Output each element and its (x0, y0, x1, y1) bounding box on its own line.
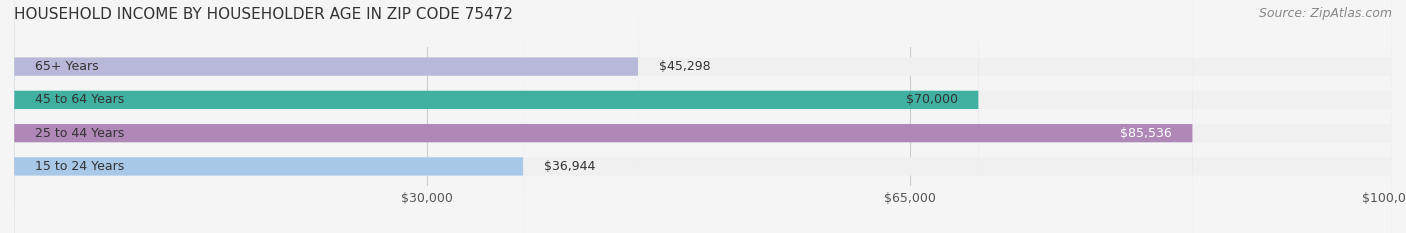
Text: HOUSEHOLD INCOME BY HOUSEHOLDER AGE IN ZIP CODE 75472: HOUSEHOLD INCOME BY HOUSEHOLDER AGE IN Z… (14, 7, 513, 22)
Text: $36,944: $36,944 (544, 160, 595, 173)
FancyBboxPatch shape (14, 0, 1392, 233)
Text: 65+ Years: 65+ Years (35, 60, 98, 73)
Text: 25 to 44 Years: 25 to 44 Years (35, 127, 124, 140)
FancyBboxPatch shape (14, 0, 1192, 233)
Text: 45 to 64 Years: 45 to 64 Years (35, 93, 124, 106)
Text: Source: ZipAtlas.com: Source: ZipAtlas.com (1258, 7, 1392, 20)
FancyBboxPatch shape (14, 0, 1392, 233)
Text: $70,000: $70,000 (905, 93, 957, 106)
FancyBboxPatch shape (14, 0, 638, 233)
FancyBboxPatch shape (14, 0, 979, 233)
FancyBboxPatch shape (14, 0, 1392, 233)
Text: $85,536: $85,536 (1121, 127, 1173, 140)
FancyBboxPatch shape (14, 0, 523, 233)
Text: 15 to 24 Years: 15 to 24 Years (35, 160, 124, 173)
Text: $45,298: $45,298 (659, 60, 710, 73)
FancyBboxPatch shape (14, 0, 1392, 233)
